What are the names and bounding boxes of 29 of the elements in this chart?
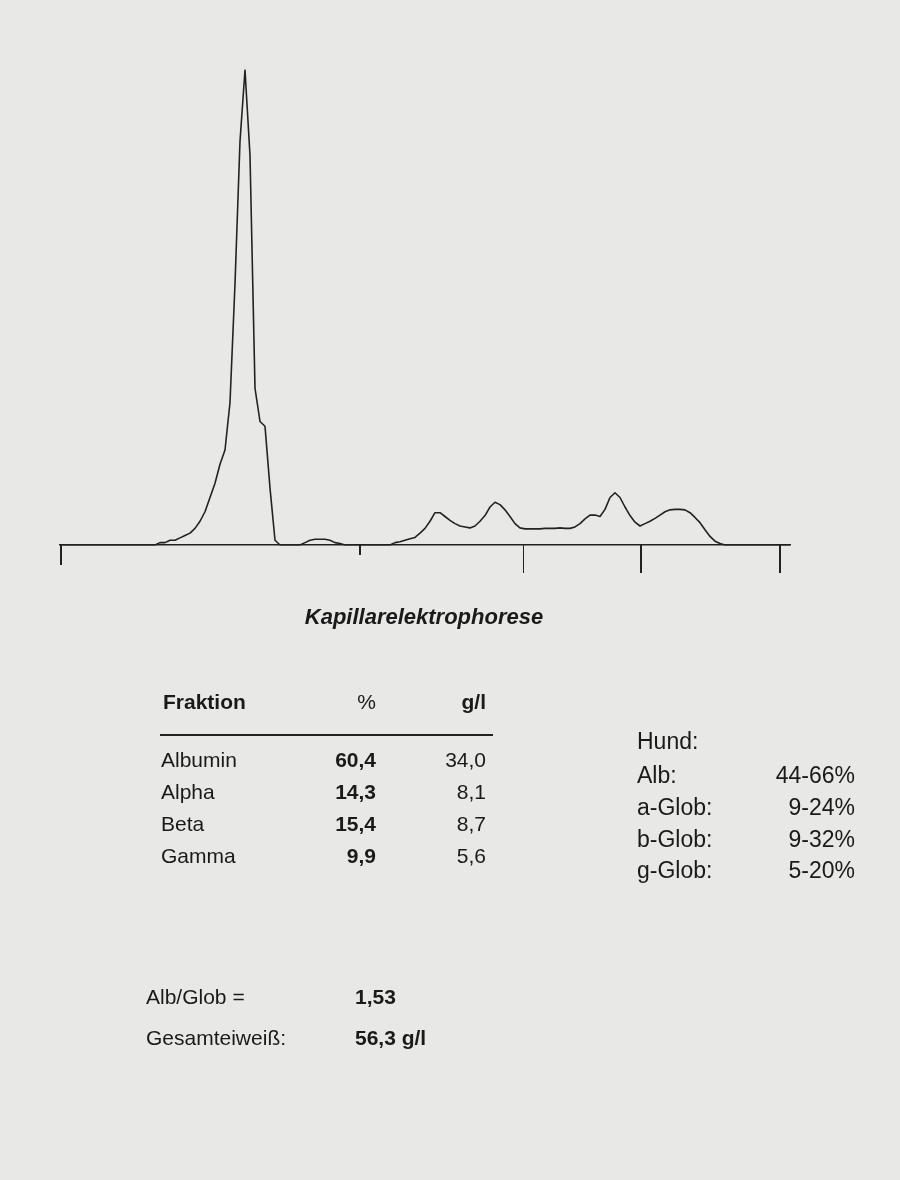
text: 60,4 xyxy=(335,748,376,772)
text: a-Glob: xyxy=(637,794,713,820)
text: 44-66% xyxy=(775,762,855,788)
text: 9,9 xyxy=(346,844,376,868)
text: 8,1 xyxy=(456,780,486,804)
text: Kapillarelektrophorese xyxy=(303,604,545,630)
text: Beta xyxy=(161,812,205,836)
text: Alpha xyxy=(161,780,215,804)
text: Hund: xyxy=(637,728,699,754)
text: Gesamteiweiß: xyxy=(146,1026,287,1050)
text: Alb/Glob = xyxy=(146,985,245,1009)
text: 8,7 xyxy=(456,812,486,836)
text: 1,53 xyxy=(355,985,396,1009)
text: 9-24% xyxy=(788,794,855,820)
text: 5-20% xyxy=(788,857,855,883)
text: % xyxy=(357,690,376,714)
text: Fraktion xyxy=(163,690,246,714)
text: 34,0 xyxy=(445,748,486,772)
text: 56,3 g/l xyxy=(355,1026,427,1050)
text: Alb: xyxy=(637,762,677,788)
text: g-Glob: xyxy=(637,857,713,883)
text: 5,6 xyxy=(456,844,486,868)
text: b-Glob: xyxy=(637,826,713,852)
text: Albumin xyxy=(161,748,237,772)
text: 9-32% xyxy=(788,826,855,852)
text: 15,4 xyxy=(335,812,376,836)
text: g/l xyxy=(461,690,486,714)
text: 14,3 xyxy=(335,780,376,804)
text: Gamma xyxy=(161,844,236,868)
